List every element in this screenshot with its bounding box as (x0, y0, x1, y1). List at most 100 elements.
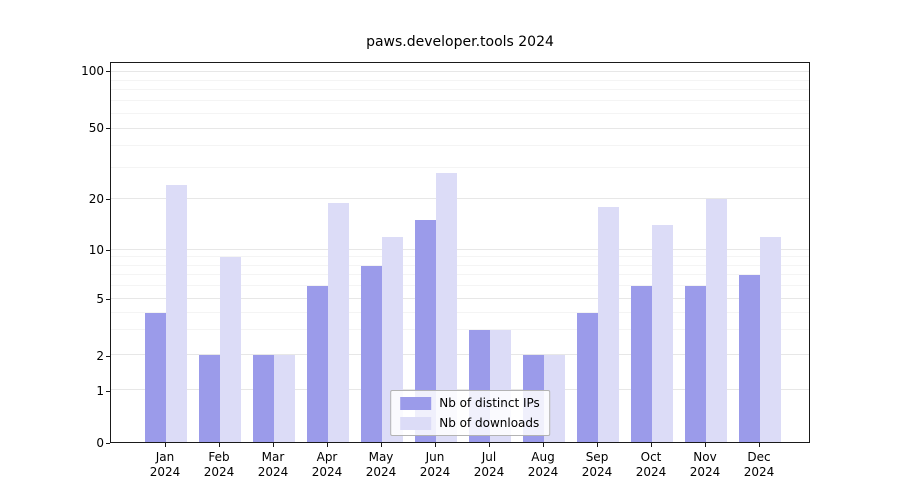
x-tick-mark (651, 443, 652, 447)
bar-downloads (220, 257, 241, 442)
major-gridline (111, 297, 809, 299)
y-tick-label: 10 (88, 242, 104, 257)
minor-gridline (111, 79, 809, 81)
y-tick-mark (106, 298, 110, 300)
bar-distinct-ips (253, 355, 274, 442)
x-tick-label: Jan 2024 (135, 450, 195, 480)
x-tick-month: May (368, 450, 394, 464)
bar-distinct-ips (307, 285, 328, 442)
minor-gridline (111, 284, 809, 286)
x-tick-year: 2024 (689, 465, 721, 479)
bar-downloads (706, 199, 727, 442)
x-tick-month: Aug (531, 450, 555, 464)
major-gridline (111, 127, 809, 129)
x-tick-year: 2024 (581, 465, 613, 479)
bar-downloads (274, 355, 295, 442)
x-tick-year: 2024 (419, 465, 451, 479)
x-tick-mark (489, 443, 490, 447)
major-gridline (111, 249, 809, 250)
x-tick-label: Jun 2024 (405, 450, 465, 480)
bar-downloads (328, 203, 349, 442)
y-tick-label: 20 (88, 192, 104, 206)
x-tick-mark (273, 443, 274, 447)
bar-distinct-ips (685, 285, 706, 442)
y-tick-label: 0 (96, 436, 104, 450)
minor-gridline (111, 264, 809, 266)
x-tick-label: May 2024 (351, 450, 411, 480)
x-tick-month: Jul (481, 450, 497, 464)
bar-distinct-ips (739, 275, 760, 442)
x-tick-year: 2024 (635, 465, 667, 479)
bar-distinct-ips (199, 355, 220, 442)
legend-swatch-distinct-ips (400, 396, 432, 410)
minor-gridline (111, 311, 809, 313)
bar-downloads (652, 225, 673, 442)
x-tick-mark (381, 443, 382, 447)
x-tick-mark (597, 443, 598, 447)
bar-distinct-ips (631, 285, 652, 442)
x-tick-month: Sep (585, 450, 609, 464)
x-tick-mark (543, 443, 544, 447)
bar-downloads (166, 185, 187, 442)
minor-gridline (111, 274, 809, 276)
minor-gridline (111, 329, 809, 331)
legend: Nb of distinct IPs Nb of downloads (390, 390, 550, 436)
y-tick-mark (106, 70, 110, 72)
chart-title: paws.developer.tools 2024 (366, 34, 554, 50)
minor-gridline (111, 112, 809, 114)
legend-swatch-downloads (400, 416, 432, 430)
x-tick-label: Oct 2024 (621, 450, 681, 480)
x-tick-year: 2024 (149, 465, 181, 479)
bar-downloads (760, 236, 781, 442)
x-tick-mark (705, 443, 706, 447)
minor-gridline (111, 256, 809, 258)
y-tick-mark (106, 356, 110, 358)
x-tick-mark (759, 443, 760, 447)
major-gridline (111, 354, 809, 356)
y-tick-mark (106, 127, 110, 129)
minor-gridline (111, 144, 809, 146)
x-tick-label: Sep 2024 (567, 450, 627, 480)
legend-label: Nb of distinct IPs (439, 396, 540, 410)
x-tick-mark (327, 443, 328, 447)
x-tick-year: 2024 (473, 465, 505, 479)
x-tick-label: Mar 2024 (243, 450, 303, 480)
y-tick-label: 1 (96, 383, 104, 398)
y-tick-label: 50 (88, 120, 104, 135)
minor-gridline (111, 167, 809, 169)
bar-distinct-ips (415, 220, 436, 442)
x-tick-month: Oct (640, 450, 662, 464)
y-tick-mark (106, 249, 110, 251)
y-tick-label: 100 (81, 63, 104, 78)
y-tick-mark (106, 390, 110, 392)
bar-downloads (436, 173, 457, 442)
x-tick-month: Dec (747, 450, 771, 464)
y-tick-label: 2 (96, 349, 104, 364)
y-tick-mark (106, 199, 110, 200)
x-tick-month: Feb (208, 450, 230, 464)
x-tick-year: 2024 (743, 465, 775, 479)
x-tick-label: Nov 2024 (675, 450, 735, 480)
major-gridline (111, 70, 809, 72)
x-tick-year: 2024 (527, 465, 559, 479)
legend-label: Nb of downloads (439, 416, 540, 430)
y-tick-label: 5 (96, 291, 104, 306)
x-tick-label: Feb 2024 (189, 450, 249, 480)
x-tick-month: Mar (261, 450, 285, 464)
x-tick-mark (219, 443, 220, 447)
bar-distinct-ips (361, 265, 382, 442)
plot-area: Nb of distinct IPs Nb of downloads (110, 62, 810, 443)
x-tick-year: 2024 (203, 465, 235, 479)
legend-item: Nb of distinct IPs (400, 396, 540, 410)
minor-gridline (111, 100, 809, 102)
x-tick-label: Jul 2024 (459, 450, 519, 480)
bar-downloads (598, 207, 619, 442)
legend-item: Nb of downloads (400, 416, 540, 430)
y-tick-mark (106, 443, 110, 444)
x-tick-year: 2024 (311, 465, 343, 479)
major-gridline (111, 198, 809, 200)
bar-distinct-ips (145, 312, 166, 442)
bar-distinct-ips (577, 312, 598, 442)
x-tick-label: Aug 2024 (513, 450, 573, 480)
x-tick-month: Apr (316, 450, 338, 464)
